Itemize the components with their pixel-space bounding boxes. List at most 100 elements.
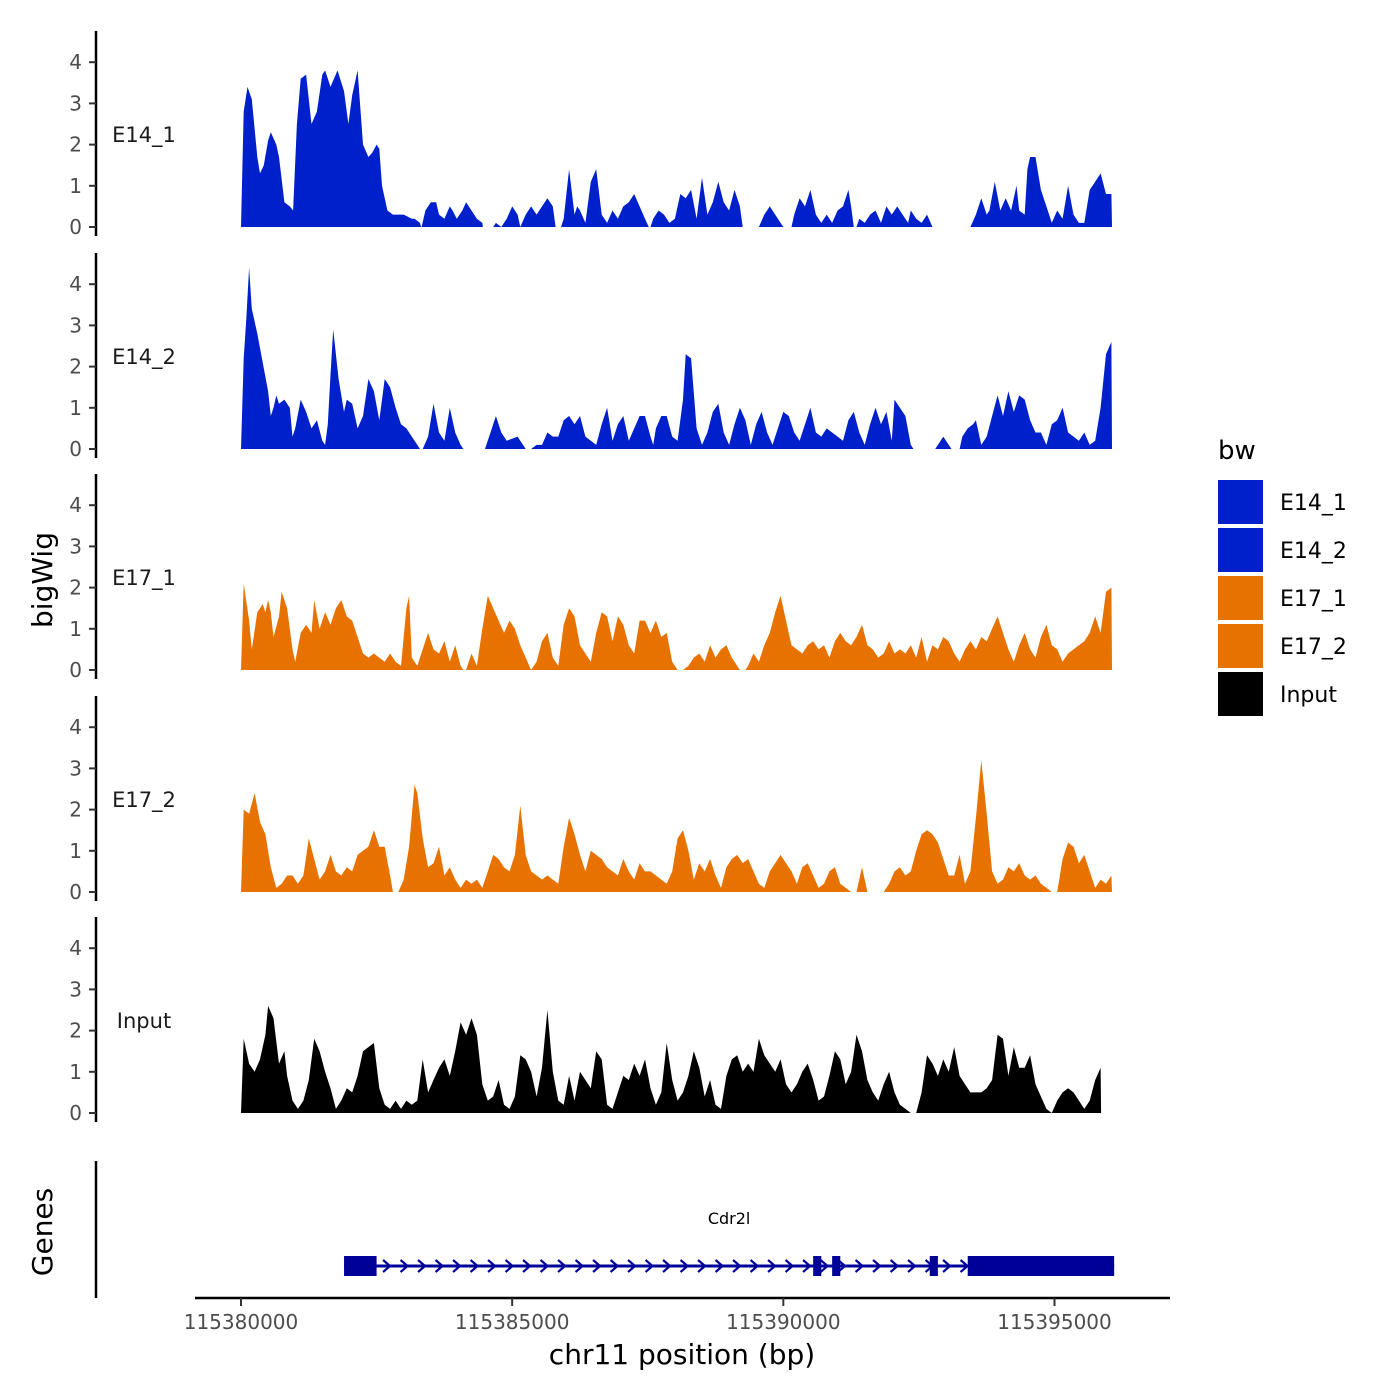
strand-arrow	[469, 1259, 480, 1273]
legend-swatch-E14_1	[1218, 480, 1263, 524]
y-tick-label: 1	[69, 174, 82, 198]
y-tick-label: 1	[69, 396, 82, 420]
track-label-E14_2: E14_2	[112, 345, 176, 370]
gene-body	[344, 1256, 1115, 1276]
strand-arrow	[767, 1259, 777, 1273]
y-tick-label: 2	[69, 355, 82, 379]
y-tick-label: 3	[69, 977, 82, 1001]
y-tick-label: 1	[69, 1060, 82, 1084]
strand-arrow	[714, 1259, 725, 1273]
y-tick-label: 4	[69, 715, 82, 739]
y-tick-label: 3	[69, 534, 82, 558]
strand-arrow	[592, 1259, 602, 1273]
track-label-Input: Input	[117, 1009, 171, 1033]
track-E17_1: 0 1 2 3 4 E17_1	[69, 474, 1112, 682]
legend-title: bw	[1218, 436, 1256, 466]
track-label-E17_2: E17_2	[112, 788, 176, 813]
strand-arrow	[819, 1259, 830, 1273]
y-tick-label: 0	[69, 437, 82, 461]
legend-label-Input: Input	[1280, 683, 1337, 708]
strand-arrow	[959, 1259, 970, 1273]
y-tick-label: 3	[69, 91, 82, 115]
exon-block	[967, 1256, 1115, 1276]
strand-arrow	[574, 1259, 585, 1273]
track-E14_2: 0 1 2 3 4 E14_2	[69, 253, 1112, 461]
legend-entries: E14_1 E14_2 E17_1 E17_2 Input	[1218, 480, 1347, 716]
strand-arrow	[837, 1259, 847, 1273]
y-tick-label: 0	[69, 880, 82, 904]
track-E17_2: 0 1 2 3 4 E17_2	[69, 696, 1112, 904]
strand-arrow	[522, 1259, 532, 1273]
legend-swatch-E17_1	[1218, 576, 1263, 620]
y-tick-label: 0	[69, 1101, 82, 1125]
strand-arrow	[784, 1259, 795, 1273]
strand-arrow	[907, 1259, 917, 1273]
legend-swatch-Input	[1218, 672, 1263, 716]
strand-arrow	[539, 1259, 550, 1273]
x-tick-label: 115385000	[455, 1310, 570, 1334]
signal-area-E14_2	[241, 267, 1112, 449]
y-axis-title: bigWig	[26, 532, 59, 628]
exon-block	[813, 1256, 822, 1276]
strand-arrow	[889, 1259, 900, 1273]
legend-label-E17_1: E17_1	[1280, 587, 1347, 612]
signal-area-E14_1	[241, 70, 1112, 228]
signal-area-Input	[241, 1005, 1102, 1113]
strand-arrow	[417, 1259, 427, 1273]
signal-area-E17_2	[241, 760, 1112, 892]
strand-arrow	[452, 1259, 462, 1273]
strand-arrow	[504, 1259, 515, 1273]
y-tick-label: 4	[69, 272, 82, 296]
track-Input: 0 1 2 3 4 Input	[69, 917, 1102, 1125]
strand-arrow	[399, 1259, 410, 1273]
y-tick-label: 2	[69, 798, 82, 822]
strand-arrow	[627, 1259, 637, 1273]
y-tick-label: 3	[69, 756, 82, 780]
y-tick-label: 1	[69, 839, 82, 863]
track-label-E14_1: E14_1	[112, 123, 176, 148]
gene-label: Cdr2l	[708, 1209, 751, 1228]
strand-arrow	[644, 1259, 655, 1273]
legend-swatch-E17_2	[1218, 624, 1263, 668]
legend: bw E14_1 E14_2 E17_1 E17_2 Input	[1218, 436, 1347, 716]
strand-arrow	[942, 1259, 952, 1273]
y-tick-label: 0	[69, 215, 82, 239]
strand-arrow	[697, 1259, 707, 1273]
strand-arrow	[854, 1259, 865, 1273]
strand-arrow	[557, 1259, 567, 1273]
legend-label-E14_1: E14_1	[1280, 491, 1347, 516]
y-tick-label: 4	[69, 936, 82, 960]
strand-arrow	[434, 1259, 445, 1273]
strand-arrow	[487, 1259, 497, 1273]
signal-area-E17_1	[241, 583, 1112, 670]
y-tick-label: 2	[69, 133, 82, 157]
y-tick-label: 4	[69, 50, 82, 74]
track-E14_1: 0 1 2 3 4 E14_1	[69, 31, 1112, 239]
exon-block	[832, 1256, 841, 1276]
genes-panel: Genes Cdr2l	[26, 1161, 1115, 1298]
x-axis-ticks: 115380000 115385000 115390000 115395000	[184, 1298, 1112, 1334]
legend-label-E14_2: E14_2	[1280, 539, 1347, 564]
tracks-group: 0 1 2 3 4 E14_1 0 1 2 3 4 E14_2 0 1 2 3 4 E17_1 0 1 2 3 4 E17_2…	[69, 31, 1112, 1125]
strand-arrow	[382, 1259, 392, 1273]
genes-axis-title: Genes	[26, 1188, 59, 1276]
exon-block	[344, 1256, 377, 1276]
x-tick-label: 115380000	[184, 1310, 299, 1334]
strand-arrow	[662, 1259, 672, 1273]
track-label-E17_1: E17_1	[112, 566, 176, 591]
y-tick-label: 2	[69, 576, 82, 600]
exon-block	[929, 1256, 938, 1276]
y-tick-label: 2	[69, 1019, 82, 1043]
strand-arrow	[679, 1259, 690, 1273]
strand-arrow	[802, 1259, 812, 1273]
y-tick-label: 4	[69, 493, 82, 517]
y-tick-label: 3	[69, 313, 82, 337]
x-tick-label: 115390000	[726, 1310, 841, 1334]
y-tick-label: 0	[69, 658, 82, 682]
strand-arrow	[732, 1259, 742, 1273]
y-tick-label: 1	[69, 617, 82, 641]
strand-arrow	[872, 1259, 882, 1273]
x-tick-label: 115395000	[997, 1310, 1112, 1334]
strand-arrow	[609, 1259, 620, 1273]
